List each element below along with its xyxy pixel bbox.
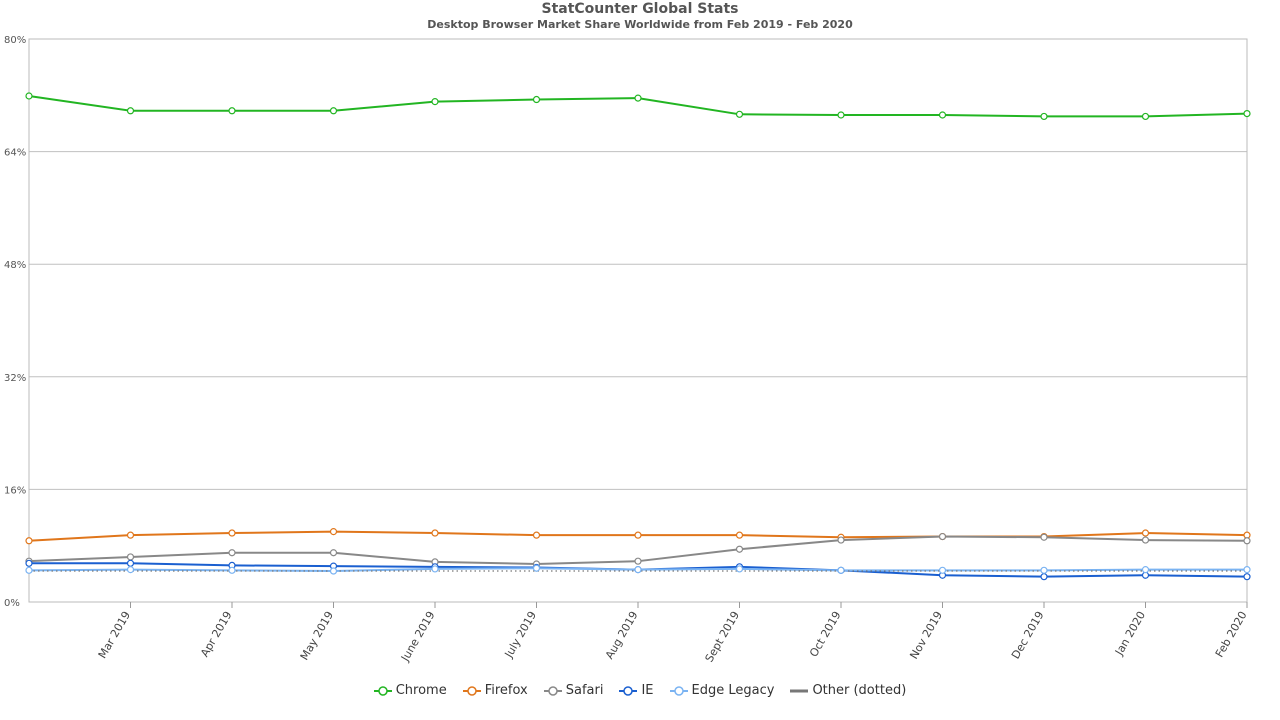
x-tick-label: May 2019 xyxy=(298,609,336,662)
legend-label: IE xyxy=(641,683,654,698)
data-point-chrome[interactable] xyxy=(329,107,338,115)
data-point-chrome[interactable] xyxy=(735,110,744,118)
y-tick-label: 80% xyxy=(4,35,26,46)
chart-legend: Chrome Firefox Safari IE Edge Legacy Other (d… xyxy=(0,683,1280,698)
data-point-chrome[interactable] xyxy=(532,95,541,104)
series-lines xyxy=(28,95,1248,578)
y-tick-label: 64% xyxy=(4,148,26,159)
legend-label: Safari xyxy=(565,683,604,698)
data-point-chrome[interactable] xyxy=(938,111,947,119)
data-point-safari[interactable] xyxy=(938,532,947,541)
plot-frame xyxy=(28,38,1248,603)
legend-swatch xyxy=(669,685,688,696)
data-point-firefox[interactable] xyxy=(532,531,541,539)
series-markers xyxy=(25,92,1251,581)
legend-label: Other (dotted) xyxy=(812,683,907,698)
data-point-edge-legacy[interactable] xyxy=(938,566,947,574)
data-point-safari[interactable] xyxy=(735,545,744,553)
data-point-edge-legacy[interactable] xyxy=(1040,566,1048,574)
x-tick-label: Apr 2019 xyxy=(198,609,235,659)
data-point-chrome[interactable] xyxy=(1141,112,1150,121)
x-tick-label: Sept 2019 xyxy=(703,609,743,664)
x-tick-label: Aug 2019 xyxy=(603,609,641,661)
data-point-edge-legacy[interactable] xyxy=(25,566,33,574)
legend-item-safari[interactable]: Safari xyxy=(543,683,604,698)
data-point-firefox[interactable] xyxy=(329,528,338,536)
legend-item-ie[interactable]: IE xyxy=(619,683,654,698)
x-tick-label: Jan 2020 xyxy=(1112,609,1148,658)
legend-item-other-dotted[interactable]: Other (dotted) xyxy=(790,683,906,698)
legend-swatch xyxy=(373,685,392,696)
x-tick-label: Oct 2019 xyxy=(807,609,844,659)
data-point-edge-legacy[interactable] xyxy=(1243,566,1251,574)
y-axis: 0% 16% 32% 48% 64% 80% xyxy=(4,35,26,609)
x-axis: Mar 2019 Apr 2019 May 2019 June 2019 July 20… xyxy=(96,602,1250,664)
legend-item-chrome[interactable]: Chrome xyxy=(373,683,447,698)
data-point-edge-legacy[interactable] xyxy=(532,564,541,572)
y-tick-label: 48% xyxy=(4,260,26,271)
chart-title: StatCounter Global Stats xyxy=(541,1,739,17)
data-point-safari[interactable] xyxy=(329,549,338,557)
data-point-edge-legacy[interactable] xyxy=(634,566,642,574)
data-point-chrome[interactable] xyxy=(1040,112,1048,121)
data-point-edge-legacy[interactable] xyxy=(126,566,135,574)
y-tick-label: 16% xyxy=(4,485,26,496)
legend-label: Chrome xyxy=(395,683,447,698)
data-point-chrome[interactable] xyxy=(431,98,439,106)
x-tick-label: Mar 2019 xyxy=(96,609,133,661)
legend-label: Edge Legacy xyxy=(691,683,775,698)
data-point-firefox[interactable] xyxy=(25,537,33,545)
data-point-edge-legacy[interactable] xyxy=(431,565,439,573)
x-tick-label: July 2019 xyxy=(502,609,539,661)
x-tick-label: Nov 2019 xyxy=(907,609,945,661)
data-point-chrome[interactable] xyxy=(228,107,236,115)
data-point-edge-legacy[interactable] xyxy=(228,566,236,574)
data-point-chrome[interactable] xyxy=(634,94,642,102)
data-point-firefox[interactable] xyxy=(634,531,642,539)
data-point-safari[interactable] xyxy=(1040,533,1048,541)
data-point-firefox[interactable] xyxy=(228,529,236,537)
x-tick-label: Dec 2019 xyxy=(1009,609,1047,661)
y-tick-label: 32% xyxy=(4,373,26,384)
chart-subtitle: Desktop Browser Market Share Worldwide f… xyxy=(427,18,853,31)
legend-label: Firefox xyxy=(484,683,528,698)
line-chart: 0% 16% 32% 48% 64% 80% Mar 2019 Apr 2019 May 20… xyxy=(4,35,1251,664)
legend-swatch xyxy=(462,685,481,696)
data-point-safari[interactable] xyxy=(634,557,642,565)
data-point-safari[interactable] xyxy=(126,553,135,561)
y-tick-label: 0% xyxy=(4,598,20,609)
data-point-ie[interactable] xyxy=(1243,573,1251,581)
data-point-firefox[interactable] xyxy=(431,529,439,537)
data-point-safari[interactable] xyxy=(837,536,845,544)
data-point-safari[interactable] xyxy=(228,549,236,557)
data-point-safari[interactable] xyxy=(1141,536,1150,544)
data-point-edge-legacy[interactable] xyxy=(329,567,338,575)
legend-swatch xyxy=(619,685,638,696)
data-point-edge-legacy[interactable] xyxy=(735,565,744,573)
data-point-chrome[interactable] xyxy=(837,111,845,119)
x-tick-label: Feb 2020 xyxy=(1213,609,1250,660)
legend-item-firefox[interactable]: Firefox xyxy=(462,683,528,698)
legend-swatch xyxy=(790,689,809,692)
data-point-safari[interactable] xyxy=(1243,537,1251,545)
grid-lines xyxy=(28,38,1248,603)
data-point-ie[interactable] xyxy=(25,559,33,567)
data-point-firefox[interactable] xyxy=(1141,529,1150,537)
data-point-chrome[interactable] xyxy=(1243,109,1251,118)
legend-swatch xyxy=(543,685,562,696)
x-tick-label: June 2019 xyxy=(398,609,437,664)
data-point-firefox[interactable] xyxy=(126,531,135,539)
data-point-edge-legacy[interactable] xyxy=(837,566,845,574)
data-point-ie[interactable] xyxy=(1040,573,1048,581)
data-point-chrome[interactable] xyxy=(126,107,135,115)
data-point-firefox[interactable] xyxy=(735,531,744,539)
data-point-chrome[interactable] xyxy=(25,92,33,100)
data-point-edge-legacy[interactable] xyxy=(1141,566,1150,574)
legend-item-edge-legacy[interactable]: Edge Legacy xyxy=(669,683,775,698)
data-point-ie[interactable] xyxy=(126,559,135,567)
